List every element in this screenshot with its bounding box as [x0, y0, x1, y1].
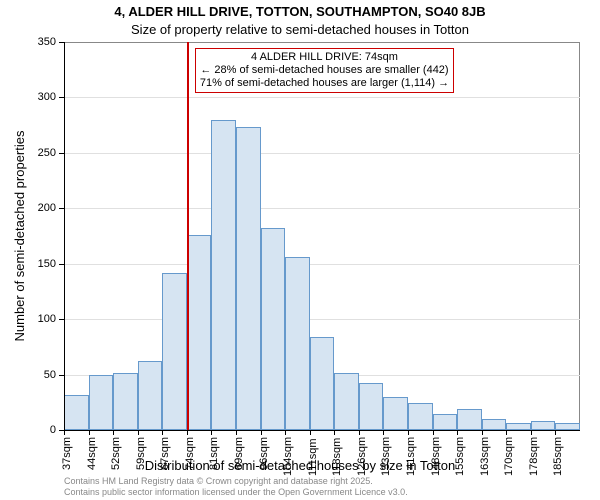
histogram-bar [383, 397, 408, 430]
histogram-bar [285, 257, 310, 430]
annotation-box: 4 ALDER HILL DRIVE: 74sqm ← 28% of semi-… [195, 48, 454, 93]
y-tick-label: 0 [18, 425, 56, 436]
y-tick [59, 208, 64, 209]
x-tick [433, 430, 434, 435]
y-tick-label: 300 [18, 92, 56, 103]
histogram-bar [359, 383, 384, 430]
y-tick [59, 319, 64, 320]
x-tick [64, 430, 65, 435]
histogram-bar [64, 395, 89, 430]
y-tick [59, 42, 64, 43]
histogram-bar [187, 235, 212, 430]
histogram-bar [261, 228, 286, 430]
chart-title-line1: 4, ALDER HILL DRIVE, TOTTON, SOUTHAMPTON… [0, 4, 600, 19]
histogram-bar [433, 414, 458, 430]
x-tick [334, 430, 335, 435]
x-tick [211, 430, 212, 435]
histogram-bar [457, 409, 482, 430]
annotation-line2: ← 28% of semi-detached houses are smalle… [200, 64, 449, 77]
y-tick [59, 375, 64, 376]
credit-line1: Contains HM Land Registry data © Crown c… [64, 476, 408, 487]
chart-container: 4, ALDER HILL DRIVE, TOTTON, SOUTHAMPTON… [0, 0, 600, 500]
x-tick [531, 430, 532, 435]
grid-line [64, 264, 580, 265]
histogram-bar [408, 403, 433, 430]
grid-line [64, 97, 580, 98]
histogram-bar [555, 423, 580, 430]
x-tick [310, 430, 311, 435]
y-tick-label: 350 [18, 37, 56, 48]
x-tick [89, 430, 90, 435]
x-tick [113, 430, 114, 435]
credit-text: Contains HM Land Registry data © Crown c… [64, 476, 408, 498]
x-tick [261, 430, 262, 435]
grid-line [64, 319, 580, 320]
y-tick [59, 153, 64, 154]
histogram-bar [506, 423, 531, 430]
histogram-bar [211, 120, 236, 430]
x-tick [383, 430, 384, 435]
annotation-line1: 4 ALDER HILL DRIVE: 74sqm [200, 51, 449, 64]
x-tick [236, 430, 237, 435]
x-tick [359, 430, 360, 435]
x-tick [408, 430, 409, 435]
x-tick [457, 430, 458, 435]
histogram-bar [236, 127, 261, 430]
y-tick [59, 97, 64, 98]
histogram-bar [162, 273, 187, 430]
credit-line2: Contains public sector information licen… [64, 487, 408, 498]
histogram-bar [89, 375, 114, 430]
histogram-bar [113, 373, 138, 430]
chart-title-line2: Size of property relative to semi-detach… [0, 22, 600, 37]
x-tick [162, 430, 163, 435]
grid-line [64, 153, 580, 154]
x-tick [555, 430, 556, 435]
x-tick [138, 430, 139, 435]
x-tick [482, 430, 483, 435]
x-axis [64, 430, 580, 431]
grid-line [64, 208, 580, 209]
highlight-line [187, 42, 189, 430]
x-axis-label: Distribution of semi-detached houses by … [0, 458, 600, 473]
x-tick [187, 430, 188, 435]
histogram-bar [334, 373, 359, 430]
y-axis [64, 42, 65, 430]
y-tick-label: 50 [18, 370, 56, 381]
histogram-bar [310, 337, 335, 430]
histogram-bar [482, 419, 507, 430]
annotation-line3: 71% of semi-detached houses are larger (… [200, 77, 449, 90]
y-tick [59, 264, 64, 265]
histogram-bar [138, 361, 163, 430]
x-tick [285, 430, 286, 435]
y-axis-label: Number of semi-detached properties [12, 131, 27, 342]
histogram-bar [531, 421, 556, 430]
x-tick [506, 430, 507, 435]
